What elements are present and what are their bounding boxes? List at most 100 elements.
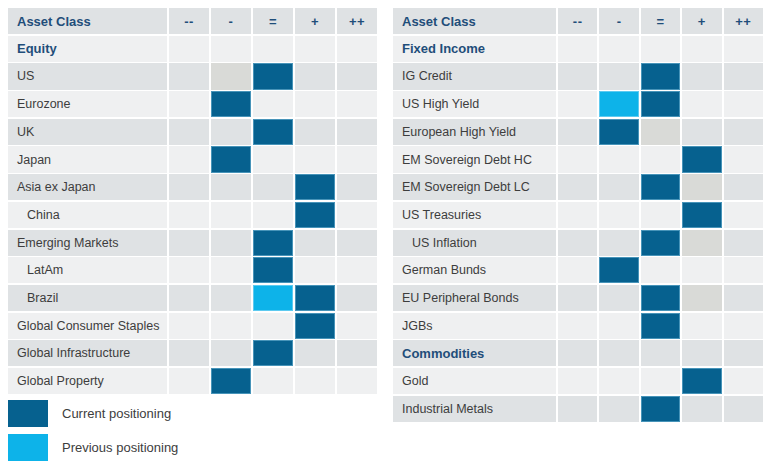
position-cell-+-current (295, 202, 335, 228)
asset-row: US Inflation (393, 230, 763, 256)
position-cell-- (211, 313, 251, 339)
position-cell-- (599, 202, 638, 228)
asset-label: Brazil (8, 285, 167, 311)
asset-row: Japan (8, 146, 377, 172)
position-cell-++ (724, 91, 763, 117)
position-cell-++ (724, 368, 763, 394)
asset-label: European High Yield (393, 119, 556, 145)
position-cell-++ (337, 91, 377, 117)
position-cell-+-muted (682, 230, 721, 256)
asset-label: LatAm (8, 257, 167, 283)
position-cell--- (169, 63, 209, 89)
asset-row: Gold (393, 368, 763, 394)
asset-label: EM Sovereign Debt LC (393, 174, 556, 200)
asset-row: China (8, 202, 377, 228)
position-cell-- (211, 174, 251, 200)
position-cell-++ (337, 119, 377, 145)
column-header--: - (211, 8, 251, 34)
asset-label: Emerging Markets (8, 230, 167, 256)
position-cell-++ (724, 146, 763, 172)
position-cell-++ (724, 63, 763, 89)
asset-class-header: Asset Class (393, 8, 556, 34)
position-cell-++ (337, 368, 377, 394)
asset-row: Emerging Markets (8, 230, 377, 256)
section-row: Commodities (393, 340, 763, 366)
asset-label: Equity (8, 36, 167, 62)
position-cell-= (641, 36, 680, 62)
position-cell-++ (724, 285, 763, 311)
position-cell-=-current (641, 63, 680, 89)
position-cell-++ (337, 257, 377, 283)
column-header---: -- (169, 8, 209, 34)
position-cell-- (211, 36, 251, 62)
position-cell-=-current (253, 63, 293, 89)
asset-row: Global Property (8, 368, 377, 394)
position-cell-++ (337, 174, 377, 200)
asset-label: Global Infrastructure (8, 340, 167, 366)
asset-label: Global Property (8, 368, 167, 394)
position-cell-++ (724, 340, 763, 366)
position-cell-=-current (641, 313, 680, 339)
asset-row: US Treasuries (393, 202, 763, 228)
position-cell-=-current (253, 230, 293, 256)
asset-row: EU Peripheral Bonds (393, 285, 763, 311)
position-cell--- (558, 36, 597, 62)
asset-label: US High Yield (393, 91, 556, 117)
position-cell--- (169, 119, 209, 145)
legend-label: Current positioning (62, 406, 171, 421)
position-cell--- (558, 340, 597, 366)
position-cell--- (169, 230, 209, 256)
position-cell--- (169, 36, 209, 62)
position-cell--- (558, 285, 597, 311)
previous-positioning-swatch (8, 434, 48, 461)
position-cell-++ (337, 146, 377, 172)
position-cell-+-current (682, 146, 721, 172)
position-cell-=-current (641, 91, 680, 117)
asset-row: LatAm (8, 257, 377, 283)
position-cell-++ (337, 340, 377, 366)
position-cell-+ (295, 230, 335, 256)
asset-row: UK (8, 119, 377, 145)
position-cell-= (641, 202, 680, 228)
position-cell--- (558, 313, 597, 339)
position-cell-+ (295, 340, 335, 366)
equity-positioning-table: Asset Class---=+++EquityUSEurozoneUKJapa… (8, 8, 377, 394)
asset-label: Industrial Metals (393, 396, 556, 422)
legend-label: Previous positioning (62, 440, 178, 455)
current-positioning-swatch (8, 400, 48, 427)
position-cell-+-current (682, 368, 721, 394)
position-cell--- (558, 230, 597, 256)
position-cell-- (211, 285, 251, 311)
asset-label: US Inflation (393, 230, 556, 256)
position-cell--- (558, 63, 597, 89)
position-cell--- (169, 368, 209, 394)
position-cell-++ (724, 257, 763, 283)
position-cell-+ (682, 119, 721, 145)
position-cell---previous (599, 91, 638, 117)
position-cell-++ (724, 313, 763, 339)
position-cell-=-current (641, 174, 680, 200)
position-cell-- (211, 230, 251, 256)
position-cell-=-current (641, 396, 680, 422)
asset-row: Industrial Metals (393, 396, 763, 422)
asset-row: Asia ex Japan (8, 174, 377, 200)
position-cell-=-previous (253, 285, 293, 311)
position-cell-+ (295, 119, 335, 145)
position-cell-++ (724, 202, 763, 228)
asset-row: Global Infrastructure (8, 340, 377, 366)
position-cell-=-current (253, 257, 293, 283)
position-cell--- (558, 202, 597, 228)
position-cell-- (211, 202, 251, 228)
asset-row: Global Consumer Staples (8, 313, 377, 339)
position-cell-- (211, 119, 251, 145)
asset-row: Brazil (8, 285, 377, 311)
position-cell-+-current (682, 202, 721, 228)
position-cell-++ (337, 313, 377, 339)
position-cell-=-current (253, 340, 293, 366)
position-cell---current (599, 257, 638, 283)
position-cell--- (558, 174, 597, 200)
asset-label: Fixed Income (393, 36, 556, 62)
position-cell-- (599, 36, 638, 62)
table-header-row: Asset Class---=+++ (393, 8, 763, 34)
position-cell-+ (682, 257, 721, 283)
